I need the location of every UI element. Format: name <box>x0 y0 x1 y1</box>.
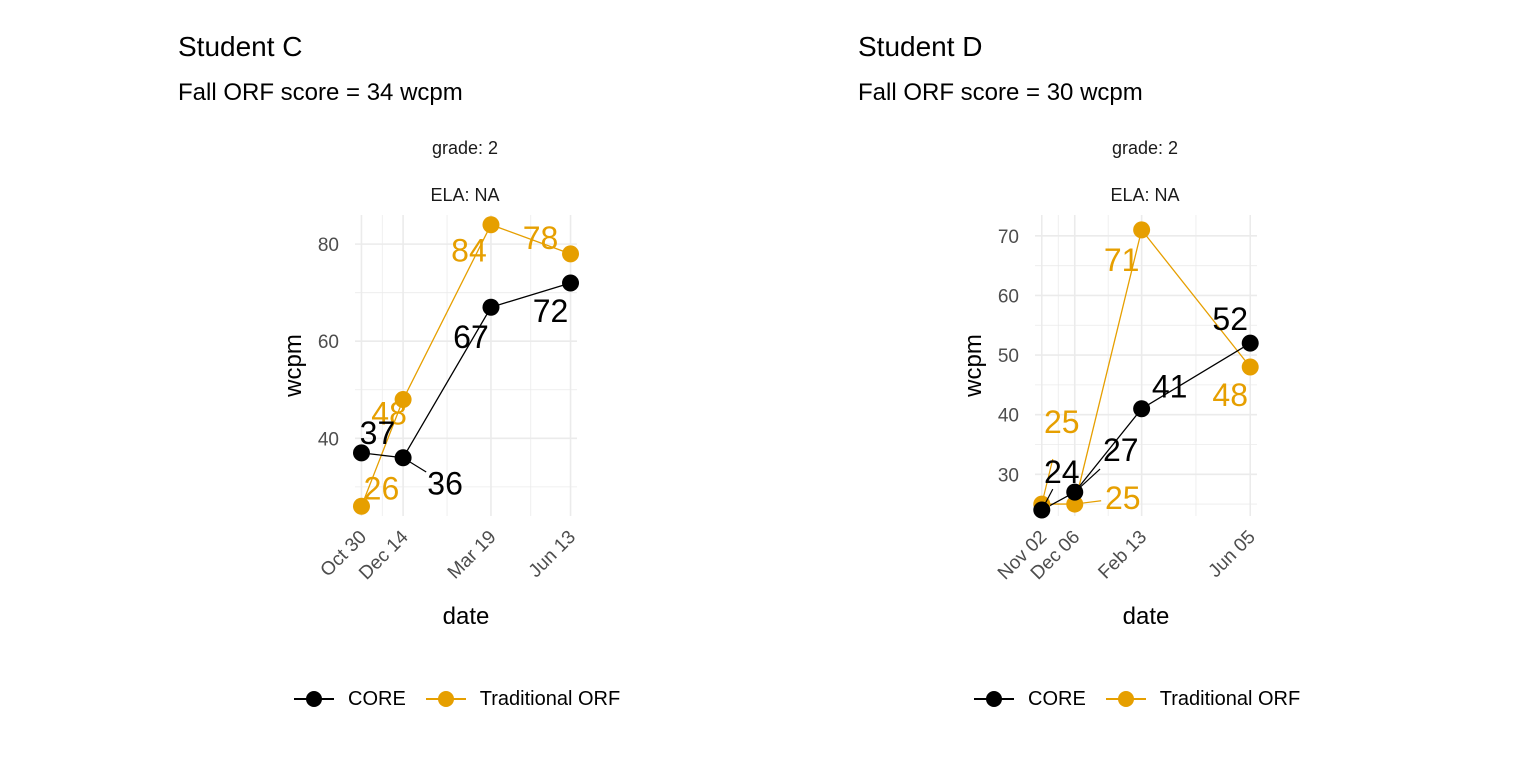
y-tick-label: 60 <box>998 286 1019 307</box>
data-point-core <box>1033 501 1051 519</box>
data-point-core <box>482 298 500 316</box>
chart-subtitle: Fall ORF score = 34 wcpm <box>178 79 463 106</box>
y-axis-title: wcpm <box>280 334 307 398</box>
data-point-traditional <box>1133 221 1151 239</box>
chart-title: Student C <box>178 31 303 62</box>
data-point-traditional <box>562 245 580 263</box>
data-label-traditional: 26 <box>364 470 400 506</box>
legend-label-traditional: Traditional ORF <box>479 687 621 710</box>
series-line-core <box>1041 342 1251 511</box>
data-label-core: 36 <box>427 466 463 502</box>
y-axis-title: wcpm <box>960 334 987 398</box>
data-label-core: 52 <box>1212 301 1248 337</box>
data-label-traditional: 78 <box>523 220 559 256</box>
chart-panel-student-d: Student D Fall ORF score = 30 wcpm grade… <box>680 0 1448 768</box>
y-tick-label: 30 <box>998 465 1019 486</box>
series-line-core <box>361 282 571 459</box>
data-point-traditional <box>1066 495 1084 513</box>
data-label-traditional: 48 <box>1212 377 1248 413</box>
data-point-traditional <box>394 390 412 408</box>
data-point-core <box>1133 400 1151 418</box>
data-label-core: 41 <box>1152 369 1188 405</box>
y-tick-label: 70 <box>998 227 1019 248</box>
y-tick-label: 50 <box>998 346 1019 367</box>
legend-item-traditional: Traditional ORF <box>1104 684 1300 714</box>
data-label-traditional: 25 <box>1044 404 1080 440</box>
data-point-traditional <box>482 216 500 234</box>
x-tick-label: Mar 19 <box>444 527 501 584</box>
x-tick-label: Feb 13 <box>1094 527 1151 584</box>
chart-title: Student D <box>858 31 983 62</box>
legend-key-traditional <box>424 684 468 714</box>
legend-item-core: CORE <box>972 684 1086 714</box>
series-line-traditional <box>360 223 571 507</box>
data-point-traditional <box>1241 358 1259 376</box>
legend: CORE Traditional ORF <box>972 684 1318 714</box>
data-label-traditional: 25 <box>1105 480 1141 516</box>
legend: CORE Traditional ORF <box>292 684 638 714</box>
data-point-core <box>562 274 580 292</box>
data-label-traditional: 48 <box>371 395 407 431</box>
facet-label-ela: ELA: NA <box>430 185 500 205</box>
y-tick-label: 40 <box>998 406 1019 427</box>
legend-label-traditional: Traditional ORF <box>1159 687 1301 710</box>
legend-key-traditional <box>1104 684 1148 714</box>
y-tick-label: 60 <box>318 332 339 353</box>
facet-label-grade: grade: 2 <box>431 138 499 158</box>
data-point-traditional <box>352 497 370 515</box>
data-point-core <box>1066 483 1084 501</box>
data-label-core: 67 <box>453 319 489 355</box>
legend-item-traditional: Traditional ORF <box>424 684 620 714</box>
data-label-traditional: 84 <box>451 233 487 269</box>
data-point-core <box>352 444 370 462</box>
x-axis-title: date <box>1123 603 1170 630</box>
data-point-core <box>1241 334 1259 352</box>
data-point-core <box>394 449 412 467</box>
legend-key-core <box>972 684 1016 714</box>
facet-label-grade: grade: 2 <box>1111 138 1179 158</box>
data-label-traditional: 71 <box>1104 242 1140 278</box>
data-label-core: 37 <box>360 415 396 451</box>
x-tick-label: Jun 05 <box>1205 527 1260 582</box>
legend-item-core: CORE <box>292 684 406 714</box>
y-tick-label: 40 <box>318 429 339 450</box>
series-line-traditional <box>1041 228 1251 505</box>
legend-label-core: CORE <box>348 687 406 710</box>
y-tick-label: 80 <box>318 235 339 256</box>
data-label-core: 27 <box>1103 432 1139 468</box>
chart-subtitle: Fall ORF score = 30 wcpm <box>858 79 1143 106</box>
chart-panel-student-c: Student C Fall ORF score = 34 wcpm grade… <box>178 31 638 714</box>
x-axis-title: date <box>443 603 490 630</box>
facet-label-ela: ELA: NA <box>1110 185 1180 205</box>
data-label-core: 72 <box>533 293 569 329</box>
legend-label-core: CORE <box>1028 687 1086 710</box>
x-tick-label: Jun 13 <box>525 527 580 582</box>
legend-key-core <box>292 684 336 714</box>
